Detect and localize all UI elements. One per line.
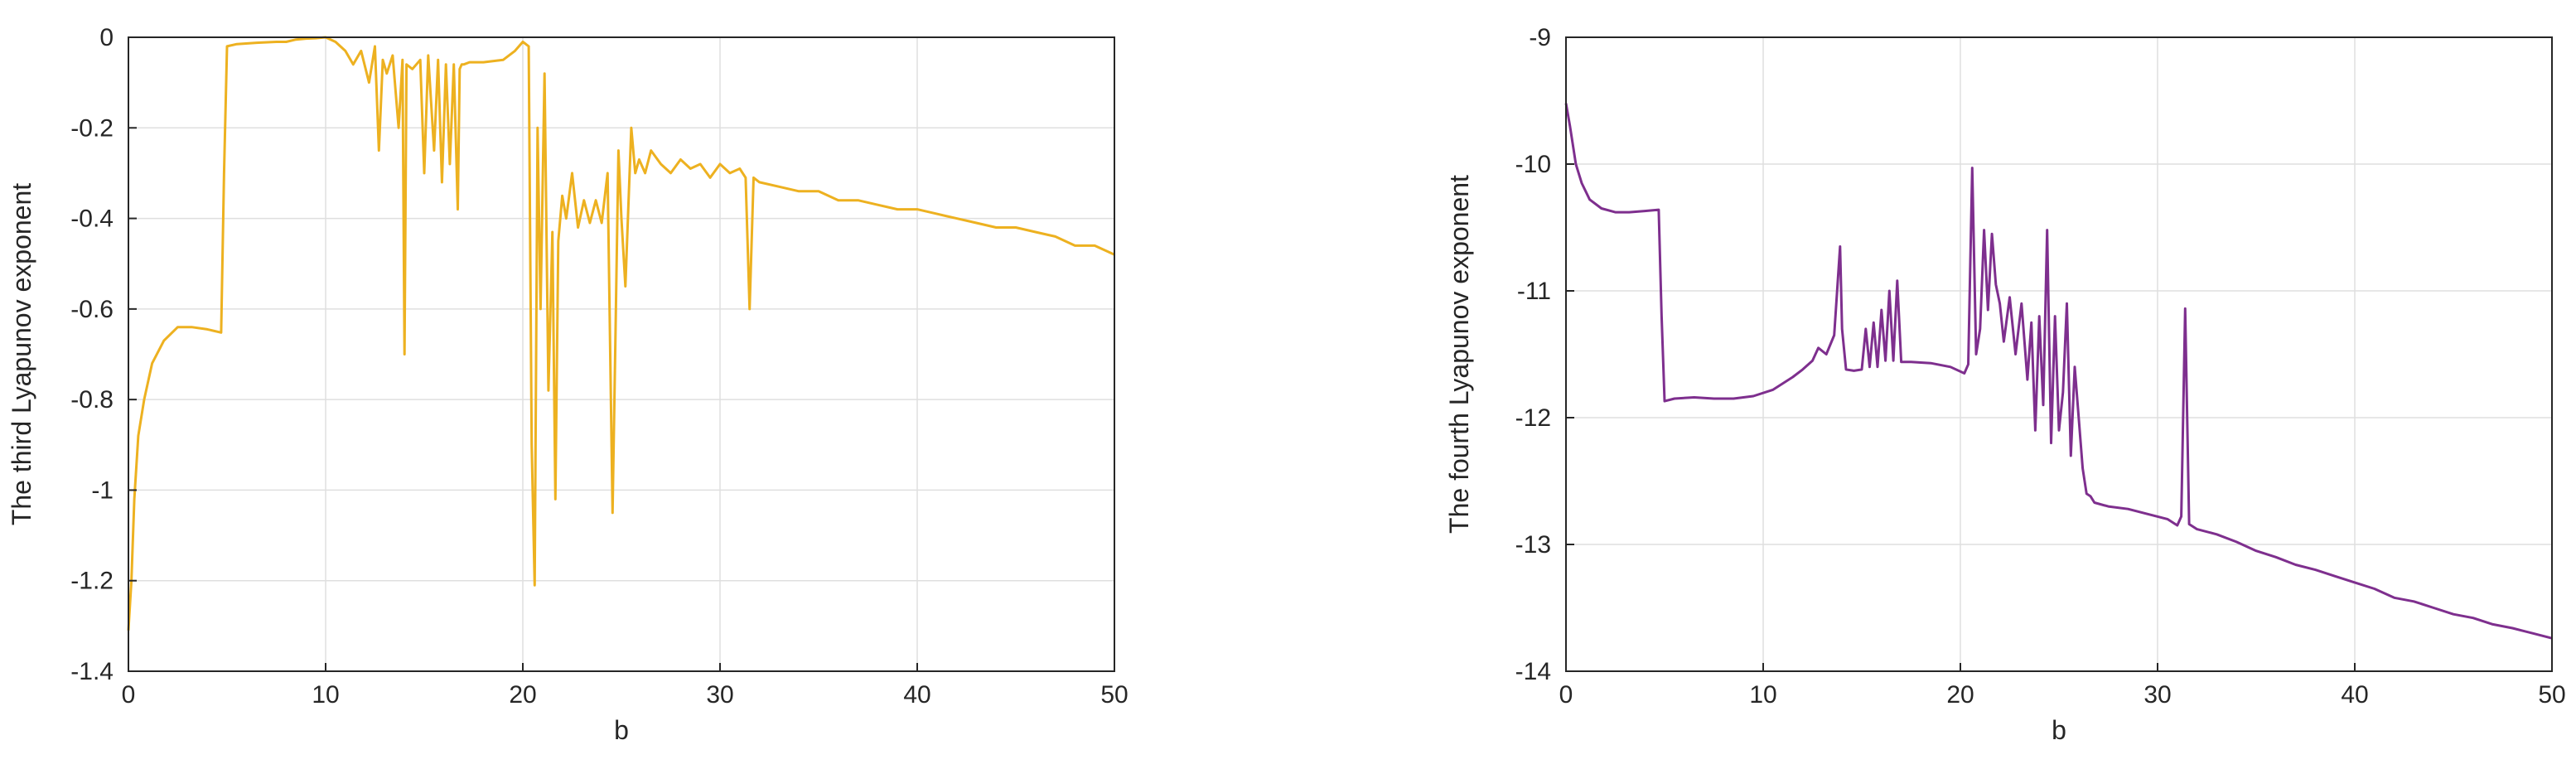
x-tick-label: 30 (706, 681, 733, 709)
y-tick-label: -11 (1517, 278, 1551, 305)
x-axis-label: b (2052, 715, 2066, 745)
series-line (127, 36, 1115, 631)
x-tick-label: 0 (122, 681, 136, 709)
x-tick-label: 50 (2538, 681, 2565, 709)
y-axis-label: The third Lyapunov exponent (7, 183, 36, 525)
x-tick-label: 10 (312, 681, 339, 709)
y-tick-label: -0.2 (70, 114, 114, 142)
chart-fourth-lyapunov: 0 10 20 30 40 50 -9 -10 -11 -12 -13 -14 b The fourt… (1444, 24, 2566, 745)
series-line (1564, 103, 2553, 640)
y-tick-label: 0 (99, 24, 114, 51)
y-tick-label: -1.2 (70, 568, 114, 595)
x-tick-label: 10 (1749, 681, 1776, 709)
plot-area (128, 37, 1114, 671)
x-tick-label: 50 (1100, 681, 1128, 709)
y-tick-label: -0.4 (70, 206, 114, 233)
y-axis-label: The fourth Lyapunov exponent (1444, 175, 1474, 534)
plot-area (1566, 37, 2552, 671)
y-tick-label: -9 (1529, 24, 1551, 51)
y-tick-label: -13 (1515, 531, 1551, 559)
x-axis-label: b (614, 715, 629, 745)
x-tick-label: 30 (2143, 681, 2171, 709)
y-tick-label: -1.4 (70, 658, 114, 685)
series-layer (1564, 103, 2553, 640)
y-tick-label: -0.6 (70, 296, 114, 323)
x-tick-label: 20 (509, 681, 536, 709)
plot-frame (1565, 36, 2553, 672)
x-tick-label: 20 (1946, 681, 1974, 709)
x-tick-label: 0 (1559, 681, 1573, 709)
x-tick-label: 40 (2341, 681, 2368, 709)
y-tick-label: -12 (1515, 404, 1551, 432)
tick-layer: 0 10 20 30 40 50 -9 -10 -11 -12 -13 -14 (1515, 24, 2566, 709)
y-tick-label: -14 (1515, 658, 1551, 685)
x-tick-label: 40 (903, 681, 930, 709)
y-tick-label: -0.8 (70, 386, 114, 414)
series-layer (127, 36, 1115, 631)
tick-layer: 0 10 20 30 40 50 0 -0.2 -0.4 -0.6 -0.8 -1 -1.2 -1.4 (70, 24, 1128, 709)
plot-frame (128, 36, 1115, 672)
y-tick-label: -10 (1515, 151, 1551, 178)
y-tick-label: -1 (91, 476, 114, 504)
chart-third-lyapunov: 0 10 20 30 40 50 0 -0.2 -0.4 -0.6 -0.8 -1 -1.2 -1.4 b… (7, 24, 1129, 745)
